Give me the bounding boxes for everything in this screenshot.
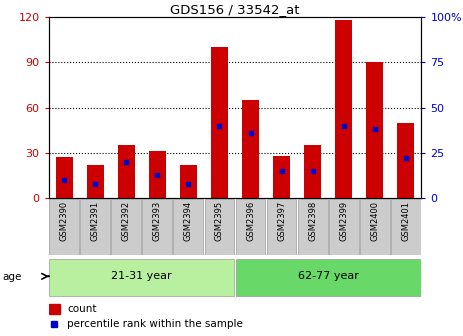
FancyBboxPatch shape bbox=[143, 199, 172, 255]
Title: GDS156 / 33542_at: GDS156 / 33542_at bbox=[170, 3, 300, 16]
Bar bbox=[397, 123, 414, 198]
Text: age: age bbox=[2, 272, 22, 282]
Text: GSM2396: GSM2396 bbox=[246, 201, 255, 241]
Text: GSM2400: GSM2400 bbox=[370, 201, 379, 241]
Text: GSM2390: GSM2390 bbox=[60, 201, 69, 241]
FancyBboxPatch shape bbox=[391, 199, 421, 255]
Text: GSM2399: GSM2399 bbox=[339, 201, 348, 241]
Bar bbox=[242, 100, 259, 198]
FancyBboxPatch shape bbox=[298, 199, 327, 255]
Bar bbox=[335, 20, 352, 198]
FancyBboxPatch shape bbox=[49, 259, 234, 296]
Bar bbox=[304, 145, 321, 198]
Text: GSM2393: GSM2393 bbox=[153, 201, 162, 241]
Text: GSM2401: GSM2401 bbox=[401, 201, 410, 241]
Bar bbox=[87, 165, 104, 198]
Text: GSM2394: GSM2394 bbox=[184, 201, 193, 241]
Bar bbox=[118, 145, 135, 198]
FancyBboxPatch shape bbox=[205, 199, 234, 255]
Bar bbox=[273, 156, 290, 198]
FancyBboxPatch shape bbox=[49, 199, 79, 255]
Text: count: count bbox=[67, 304, 97, 314]
Bar bbox=[149, 151, 166, 198]
FancyBboxPatch shape bbox=[174, 199, 203, 255]
FancyBboxPatch shape bbox=[329, 199, 358, 255]
Text: GSM2391: GSM2391 bbox=[91, 201, 100, 241]
Bar bbox=[49, 304, 60, 314]
FancyBboxPatch shape bbox=[236, 199, 265, 255]
Text: percentile rank within the sample: percentile rank within the sample bbox=[67, 319, 243, 329]
Text: GSM2398: GSM2398 bbox=[308, 201, 317, 241]
Bar bbox=[366, 62, 383, 198]
Bar bbox=[180, 165, 197, 198]
Text: GSM2392: GSM2392 bbox=[122, 201, 131, 241]
Text: GSM2395: GSM2395 bbox=[215, 201, 224, 241]
FancyBboxPatch shape bbox=[267, 199, 296, 255]
FancyBboxPatch shape bbox=[236, 259, 421, 296]
FancyBboxPatch shape bbox=[112, 199, 141, 255]
Text: 21-31 year: 21-31 year bbox=[112, 271, 172, 281]
FancyBboxPatch shape bbox=[80, 199, 110, 255]
Bar bbox=[56, 157, 73, 198]
FancyBboxPatch shape bbox=[360, 199, 390, 255]
Text: 62-77 year: 62-77 year bbox=[298, 271, 358, 281]
Bar bbox=[211, 47, 228, 198]
Text: GSM2397: GSM2397 bbox=[277, 201, 286, 241]
